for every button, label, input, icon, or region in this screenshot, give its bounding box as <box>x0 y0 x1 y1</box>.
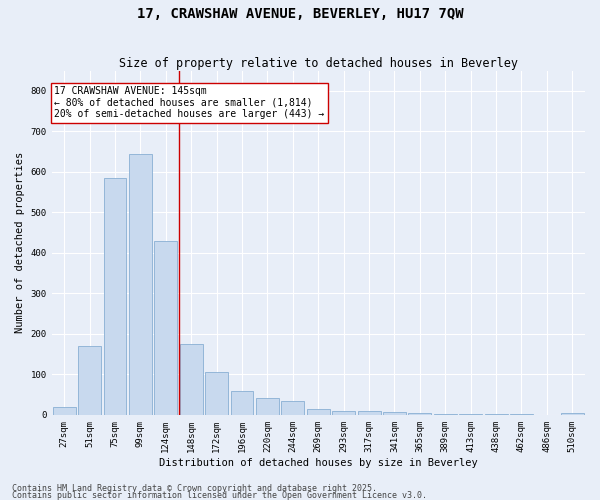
Text: Contains public sector information licensed under the Open Government Licence v3: Contains public sector information licen… <box>12 490 427 500</box>
Bar <box>154 240 177 415</box>
Bar <box>307 409 330 415</box>
Bar <box>230 392 253 415</box>
Title: Size of property relative to detached houses in Beverley: Size of property relative to detached ho… <box>119 56 518 70</box>
Bar <box>104 178 127 415</box>
Y-axis label: Number of detached properties: Number of detached properties <box>15 152 25 334</box>
Bar <box>561 413 584 415</box>
Bar <box>434 414 457 415</box>
Bar <box>358 411 380 415</box>
Bar <box>383 412 406 415</box>
Bar <box>53 406 76 415</box>
Bar <box>332 411 355 415</box>
Bar <box>281 402 304 415</box>
Bar <box>409 413 431 415</box>
X-axis label: Distribution of detached houses by size in Beverley: Distribution of detached houses by size … <box>159 458 478 468</box>
Bar <box>129 154 152 415</box>
Bar <box>256 398 279 415</box>
Text: Contains HM Land Registry data © Crown copyright and database right 2025.: Contains HM Land Registry data © Crown c… <box>12 484 377 493</box>
Bar <box>78 346 101 415</box>
Bar <box>459 414 482 415</box>
Text: 17 CRAWSHAW AVENUE: 145sqm
← 80% of detached houses are smaller (1,814)
20% of s: 17 CRAWSHAW AVENUE: 145sqm ← 80% of deta… <box>54 86 325 120</box>
Text: 17, CRAWSHAW AVENUE, BEVERLEY, HU17 7QW: 17, CRAWSHAW AVENUE, BEVERLEY, HU17 7QW <box>137 8 463 22</box>
Bar <box>205 372 228 415</box>
Bar <box>180 344 203 415</box>
